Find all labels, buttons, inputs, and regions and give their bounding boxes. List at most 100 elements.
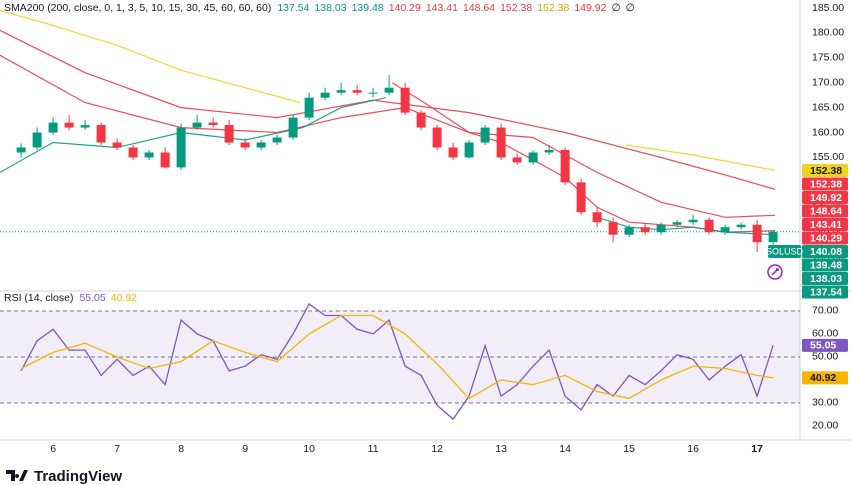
price-badge	[802, 204, 848, 218]
rsi-badge	[802, 338, 848, 352]
candle-body	[576, 182, 586, 213]
candle-body	[656, 224, 666, 233]
candle-body	[272, 137, 282, 143]
candle-body	[592, 212, 602, 223]
rsi-badge-label: 55.05	[810, 340, 836, 352]
candle-body	[288, 117, 298, 138]
moving-average	[0, 97, 776, 236]
candle-body	[192, 122, 202, 128]
x-tick-label: 8	[178, 443, 184, 455]
candle-body	[512, 157, 522, 163]
x-tick-label: 11	[368, 443, 379, 455]
x-tick-label: 6	[50, 443, 56, 455]
price-badge	[802, 191, 848, 205]
legend-value: 137.54	[277, 2, 309, 14]
x-tick-label: 7	[114, 443, 120, 455]
price-badge-label: 138.03	[810, 273, 842, 285]
legend-value: 138.03	[314, 2, 346, 14]
legend-value: 148.64	[463, 2, 495, 14]
candle-body	[224, 125, 234, 143]
candle-body	[384, 87, 394, 93]
price-badge-label: 140.29	[810, 232, 842, 244]
price-badge	[802, 258, 848, 272]
brand-name: TradingView	[34, 468, 122, 485]
candle-body	[144, 152, 154, 158]
legend-value: 152.38	[500, 2, 532, 14]
candle-body	[352, 90, 362, 93]
candle-body	[432, 127, 442, 148]
legend-value: 149.92	[574, 2, 606, 14]
candle-body	[64, 122, 74, 128]
candle-body	[496, 127, 506, 158]
price-badge	[802, 245, 848, 259]
rsi-legend-title: RSI (14, close)	[4, 292, 73, 304]
y-tick-label: 160.00	[812, 126, 844, 138]
candle-body	[704, 219, 714, 233]
price-badge-label: 143.41	[810, 219, 842, 231]
candle-body	[112, 142, 122, 148]
rsi-badge-label: 40.92	[810, 372, 836, 384]
candle-body	[640, 227, 650, 233]
candle-body	[688, 219, 698, 223]
x-tick-label: 13	[495, 443, 507, 455]
price-badge-label: 152.38	[810, 165, 842, 177]
candle-body	[608, 222, 618, 235]
price-badge-label: 152.38	[810, 178, 842, 190]
legend-value: 139.48	[352, 2, 384, 14]
candle-body	[128, 147, 138, 158]
y-tick-label: 170.00	[812, 76, 844, 88]
price-badge	[802, 177, 848, 191]
candle-body	[160, 152, 170, 168]
y-tick-label: 180.00	[812, 27, 844, 39]
moving-average	[0, 29, 776, 190]
candle-body	[96, 125, 106, 143]
brand-logo	[6, 470, 28, 481]
moving-average	[0, 9, 776, 171]
candle-body	[560, 149, 570, 183]
rsi-badge	[802, 371, 848, 385]
candle-body	[32, 132, 42, 148]
x-tick-label: 10	[303, 443, 315, 455]
rsi-legend-value: 40.92	[111, 292, 137, 304]
candle-body	[208, 122, 218, 126]
legend-title: SMA200 (200, close, 0, 1, 3, 5, 10, 15, …	[4, 2, 271, 14]
y-tick-label: 175.00	[812, 52, 844, 64]
candle-body	[240, 142, 250, 148]
candle-body	[48, 122, 58, 133]
candle-body	[80, 125, 90, 128]
legend-value: ∅	[626, 2, 635, 14]
moving-average	[0, 54, 776, 218]
x-tick-label: 16	[687, 443, 699, 455]
alert-icon	[767, 264, 783, 280]
y-tick-label: 185.00	[812, 2, 844, 14]
candle-body	[176, 127, 186, 168]
x-tick-label: 12	[431, 443, 443, 455]
candle-body	[720, 227, 730, 233]
candle-body	[736, 224, 746, 228]
price-badge-label: 137.54	[810, 286, 842, 298]
y-tick-label: 165.00	[812, 101, 844, 113]
candle-body	[304, 97, 314, 118]
candle-body	[416, 112, 426, 128]
x-tick-label: 9	[242, 443, 248, 455]
candle-body	[400, 87, 410, 113]
candle-body	[368, 92, 378, 94]
legend-value: 152.38	[537, 2, 569, 14]
price-badge-label: 148.64	[810, 205, 842, 217]
x-tick-label: 14	[559, 443, 571, 455]
legend-value: ∅	[611, 2, 620, 14]
legend-value: 143.41	[426, 2, 458, 14]
price-badge	[802, 218, 848, 232]
price-badge-label: 140.08	[810, 246, 842, 258]
candle-body	[256, 142, 266, 148]
y-tick-label: 30.00	[812, 397, 838, 409]
candle-body	[464, 142, 474, 158]
candle-body	[544, 149, 554, 153]
candle-body	[528, 152, 538, 163]
y-tick-label: 50.00	[812, 351, 838, 363]
candle-body	[480, 127, 490, 143]
symbol-badge	[768, 245, 801, 259]
legend-value: 140.29	[389, 2, 421, 14]
candle-body	[448, 147, 458, 158]
